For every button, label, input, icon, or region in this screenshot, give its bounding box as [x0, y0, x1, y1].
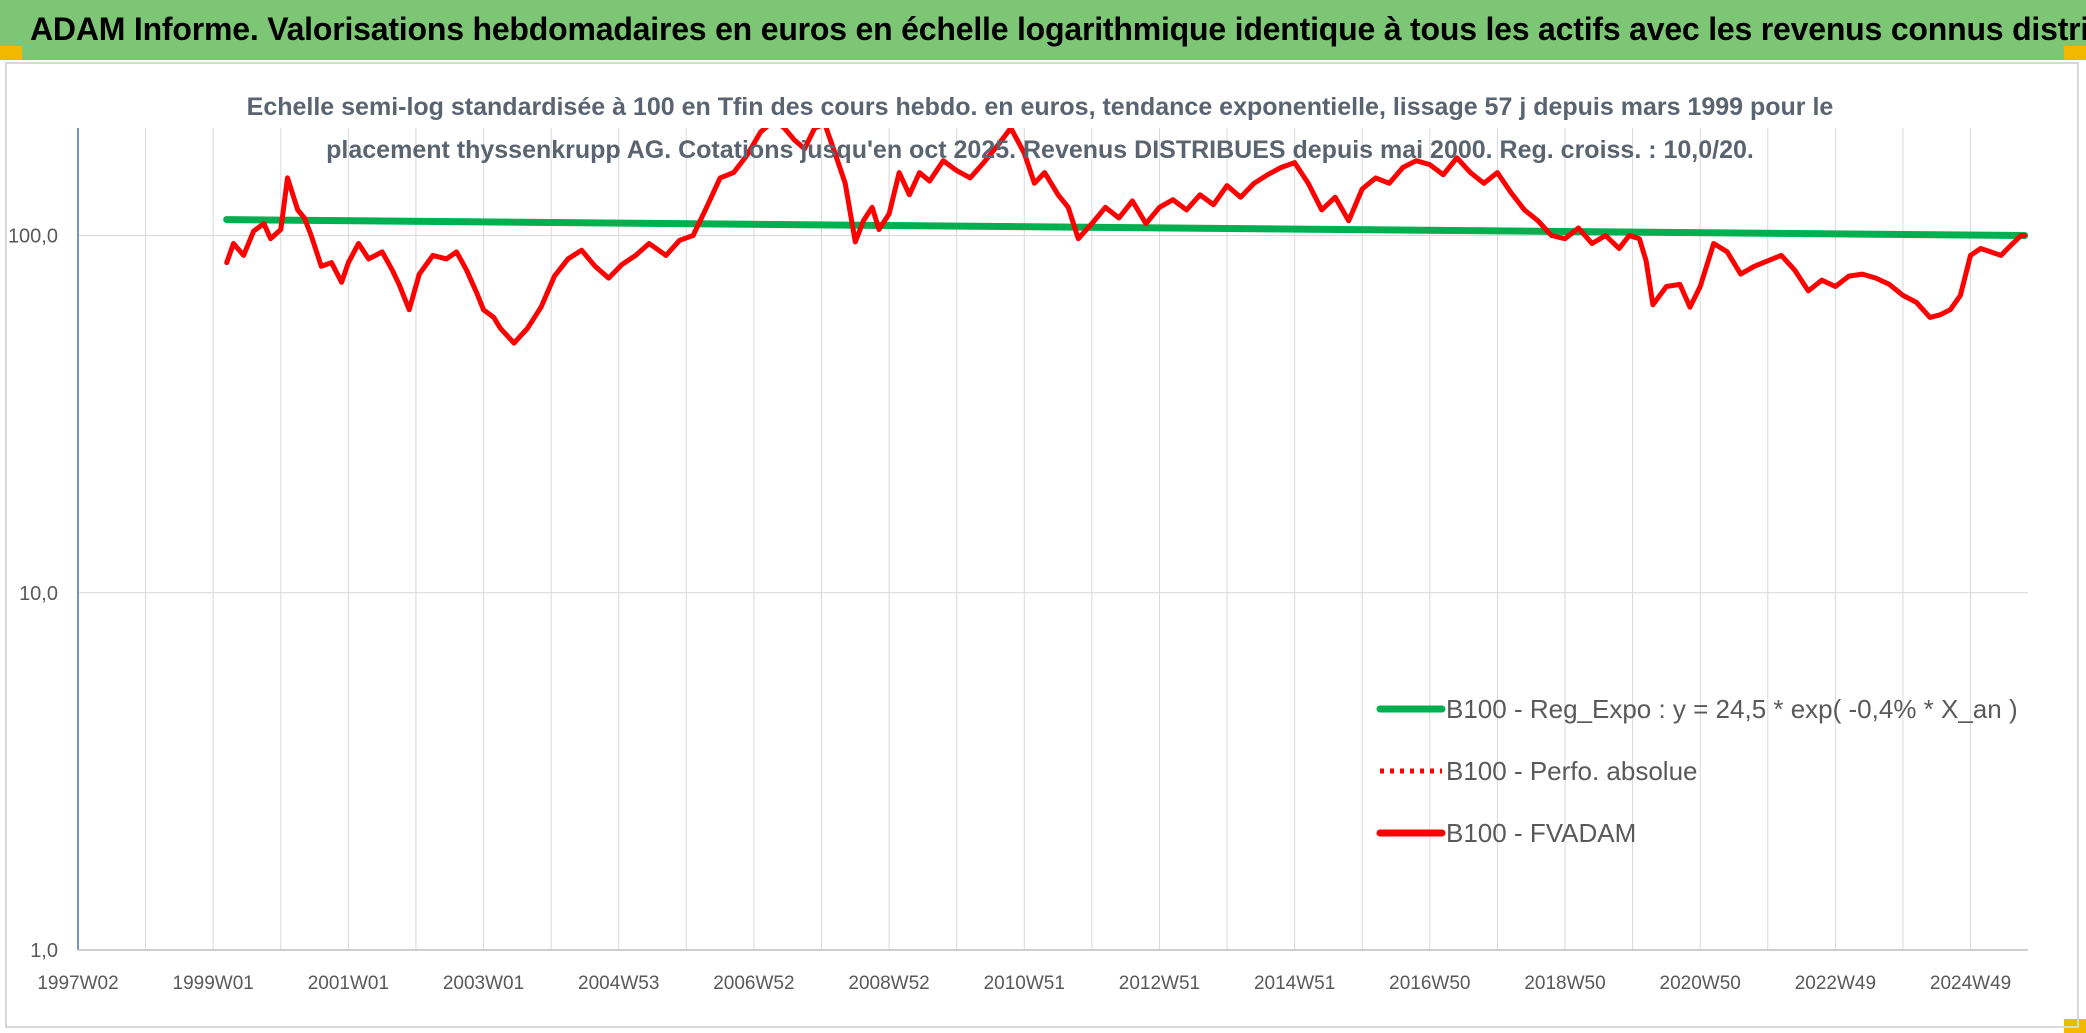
legend-label-2: B100 - Perfo. absolue — [1446, 756, 1698, 786]
x-tick-label: 1997W02 — [37, 973, 118, 994]
y-tick-label: 10,0 — [19, 583, 58, 605]
report-header-title: ADAM Informe. Valorisations hebdomadaire… — [0, 0, 2086, 60]
series-line-3 — [224, 128, 2028, 346]
x-tick-label: 2001W01 — [308, 973, 389, 994]
y-tick-label: 100,0 — [8, 226, 58, 248]
x-tick-label: 2004W53 — [578, 973, 659, 994]
legend-label-1: B100 - Reg_Expo : y = 24,5 * exp( -0,4% … — [1446, 694, 2018, 724]
x-tick-label: 2016W50 — [1389, 973, 1470, 994]
x-tick-label: 2012W51 — [1119, 973, 1200, 994]
x-tick-label: 2008W52 — [848, 973, 929, 994]
chart-title: Echelle semi-log standardisée à 100 en T… — [246, 93, 1834, 164]
legend-label-3: B100 - FVADAM — [1446, 818, 1636, 848]
x-tick-label: 2014W51 — [1254, 973, 1335, 994]
corner-marker-top-right — [2064, 46, 2086, 60]
x-tick-label: 1999W01 — [173, 973, 254, 994]
chart-frame — [5, 62, 2079, 1028]
x-tick-label: 2010W51 — [984, 973, 1065, 994]
x-tick-label: 2018W50 — [1524, 973, 1605, 994]
x-tick-label: 2006W52 — [713, 973, 794, 994]
corner-marker-top-left — [0, 46, 22, 60]
x-tick-label: 2024W49 — [1930, 973, 2011, 994]
x-tick-label: 2003W01 — [443, 973, 524, 994]
series-line-1 — [223, 216, 2028, 239]
y-tick-label: 1,0 — [30, 940, 58, 962]
x-tick-label: 2020W50 — [1660, 973, 1741, 994]
x-tick-label: 2022W49 — [1795, 973, 1876, 994]
